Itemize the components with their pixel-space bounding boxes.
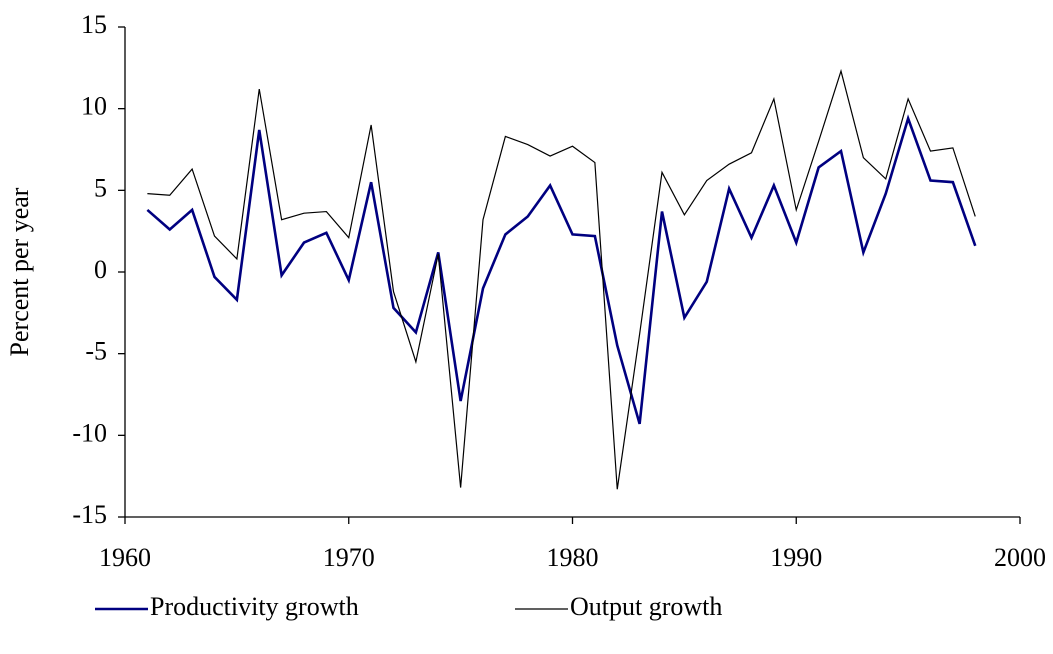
x-tick-label: 1970	[323, 543, 375, 572]
x-tick-label: 1960	[99, 543, 151, 572]
y-tick-label: -5	[85, 337, 107, 366]
y-tick-label: -10	[72, 418, 107, 447]
y-tick-label: 0	[94, 255, 107, 284]
x-tick-label: 2000	[994, 543, 1046, 572]
legend-label: Productivity growth	[150, 592, 359, 621]
x-tick-label: 1990	[770, 543, 822, 572]
series-line	[147, 68, 976, 490]
y-tick-label: -15	[72, 500, 107, 529]
y-tick-label: 5	[94, 173, 107, 202]
legend-label: Output growth	[570, 592, 722, 621]
y-axis-label: Percent per year	[5, 187, 34, 356]
x-tick-label: 1980	[547, 543, 599, 572]
series-line	[146, 114, 977, 425]
y-tick-label: 10	[81, 92, 107, 121]
y-tick-label: 15	[81, 10, 107, 39]
